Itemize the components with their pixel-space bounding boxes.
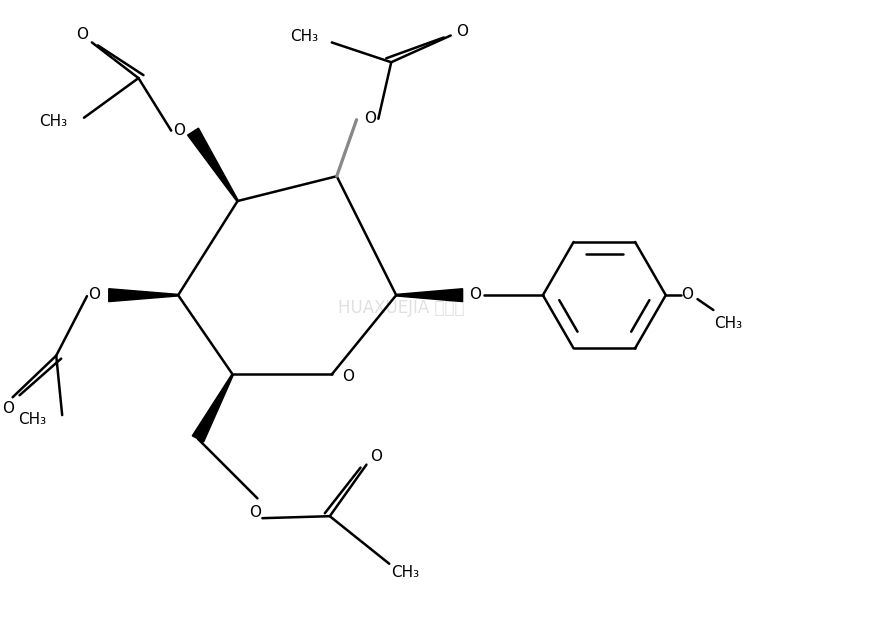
- Text: O: O: [342, 369, 355, 384]
- Polygon shape: [187, 128, 238, 202]
- Text: O: O: [365, 111, 376, 126]
- Text: O: O: [173, 123, 185, 138]
- Text: O: O: [682, 286, 694, 301]
- Text: CH₃: CH₃: [714, 317, 742, 332]
- Text: O: O: [470, 286, 481, 301]
- Text: O: O: [249, 505, 262, 520]
- Text: CH₃: CH₃: [39, 114, 67, 129]
- Text: CH₃: CH₃: [290, 29, 318, 44]
- Text: CH₃: CH₃: [391, 565, 419, 580]
- Polygon shape: [193, 374, 233, 442]
- Text: CH₃: CH₃: [19, 411, 47, 426]
- Text: O: O: [457, 24, 469, 39]
- Text: O: O: [2, 401, 13, 416]
- Text: O: O: [370, 449, 383, 464]
- Text: O: O: [88, 286, 99, 301]
- Text: O: O: [76, 27, 88, 42]
- Text: HUAXUEJIA 化学加: HUAXUEJIA 化学加: [338, 299, 464, 317]
- Polygon shape: [396, 289, 462, 301]
- Polygon shape: [108, 289, 178, 301]
